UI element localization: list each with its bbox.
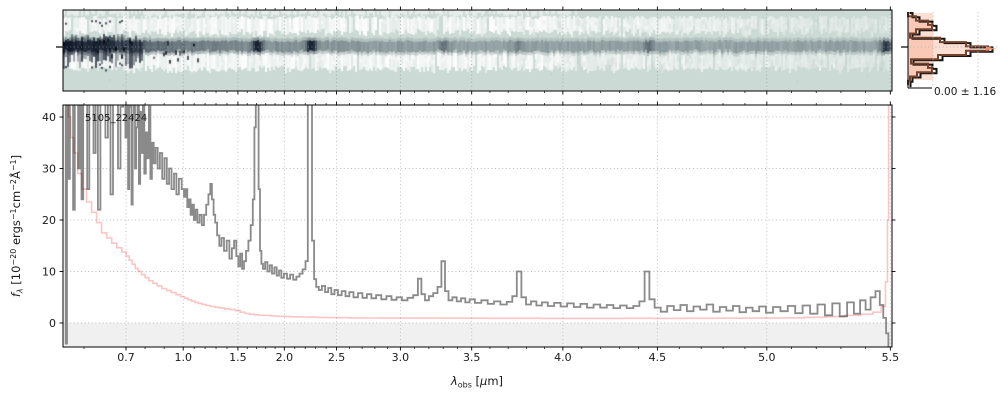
y-tick-label: 10: [42, 266, 56, 279]
error-line: [67, 105, 890, 320]
object-id-label: 5105_22424: [85, 113, 147, 124]
x-tick-label: 4.0: [554, 351, 572, 364]
histogram-peak-tip: [986, 46, 996, 51]
y-tick-label: 40: [42, 111, 56, 124]
spectrum-1d-panel: 0.7 1.0 1.5 2.0 2.5 3.0 3.5 4.0 4.5 5.0 5.5 0 10 20 30…: [42, 101, 900, 364]
flux-histogram-panel: [901, 12, 998, 89]
y-axis-label: fλ [10−20 ergs−1cm−2Å−1]: [8, 155, 25, 297]
x-tick-label: 4.5: [649, 351, 667, 364]
x-tick-label: 5.0: [758, 351, 776, 364]
1d-panel-border: [62, 104, 893, 348]
below-zero-shade: [63, 323, 892, 347]
x-axis-label: λobs [μm]: [450, 374, 503, 390]
x-tick-label: 0.7: [117, 351, 135, 364]
histogram-stats-label: 0.00 ± 1.16: [934, 86, 997, 98]
x-tick-label: 5.5: [882, 351, 900, 364]
2d-spectrum-image: [63, 10, 892, 91]
y-tick-label: 30: [42, 163, 56, 176]
x-tick-label: 2.0: [276, 351, 294, 364]
x-tick-label: 1.0: [174, 351, 192, 364]
x-tick-label: 3.0: [392, 351, 410, 364]
spectrum-2d-panel: [56, 6, 893, 95]
y-tick-label: 20: [42, 214, 56, 227]
2d-panel-border: [62, 9, 893, 92]
x-tick-label: 3.5: [463, 351, 481, 364]
flux-line: [64, 105, 890, 347]
x-tick-label: 2.5: [328, 351, 346, 364]
x-tick-label: 1.5: [229, 351, 247, 364]
y-tick-label: 0: [49, 317, 56, 330]
